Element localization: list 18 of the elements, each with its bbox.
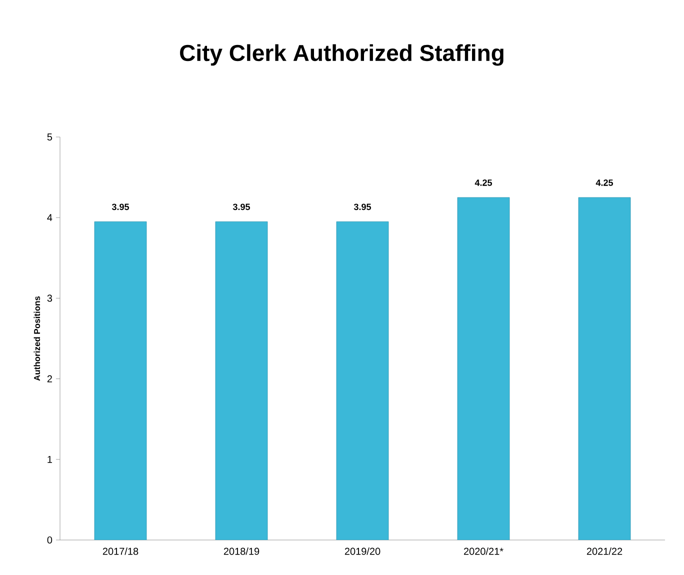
y-tick-label: 4: [47, 214, 52, 222]
x-tick-label: 2018/19: [224, 548, 260, 555]
y-tick-label: 3: [47, 294, 52, 302]
y-tick-label: 0: [47, 536, 52, 544]
y-tick-label: 2: [47, 375, 52, 382]
data-label: 4.25: [596, 180, 614, 186]
x-tick-label: 2021/22: [586, 548, 622, 555]
x-tick-label: 2019/20: [344, 548, 380, 555]
data-label: 4.25: [474, 180, 492, 186]
y-tick-label: 5: [47, 134, 52, 140]
y-tick-label: 1: [48, 456, 52, 463]
x-tick-label: 2017/18: [102, 548, 138, 555]
chart-title: City Clerk Authorized Staffing: [180, 44, 504, 66]
data-label: 3.95: [354, 204, 372, 210]
data-label: 3.95: [112, 204, 130, 210]
y-axis-title: Authorized Positions: [34, 296, 40, 381]
data-label: 3.95: [232, 204, 250, 210]
x-tick-label: 2020/21*: [464, 548, 504, 555]
